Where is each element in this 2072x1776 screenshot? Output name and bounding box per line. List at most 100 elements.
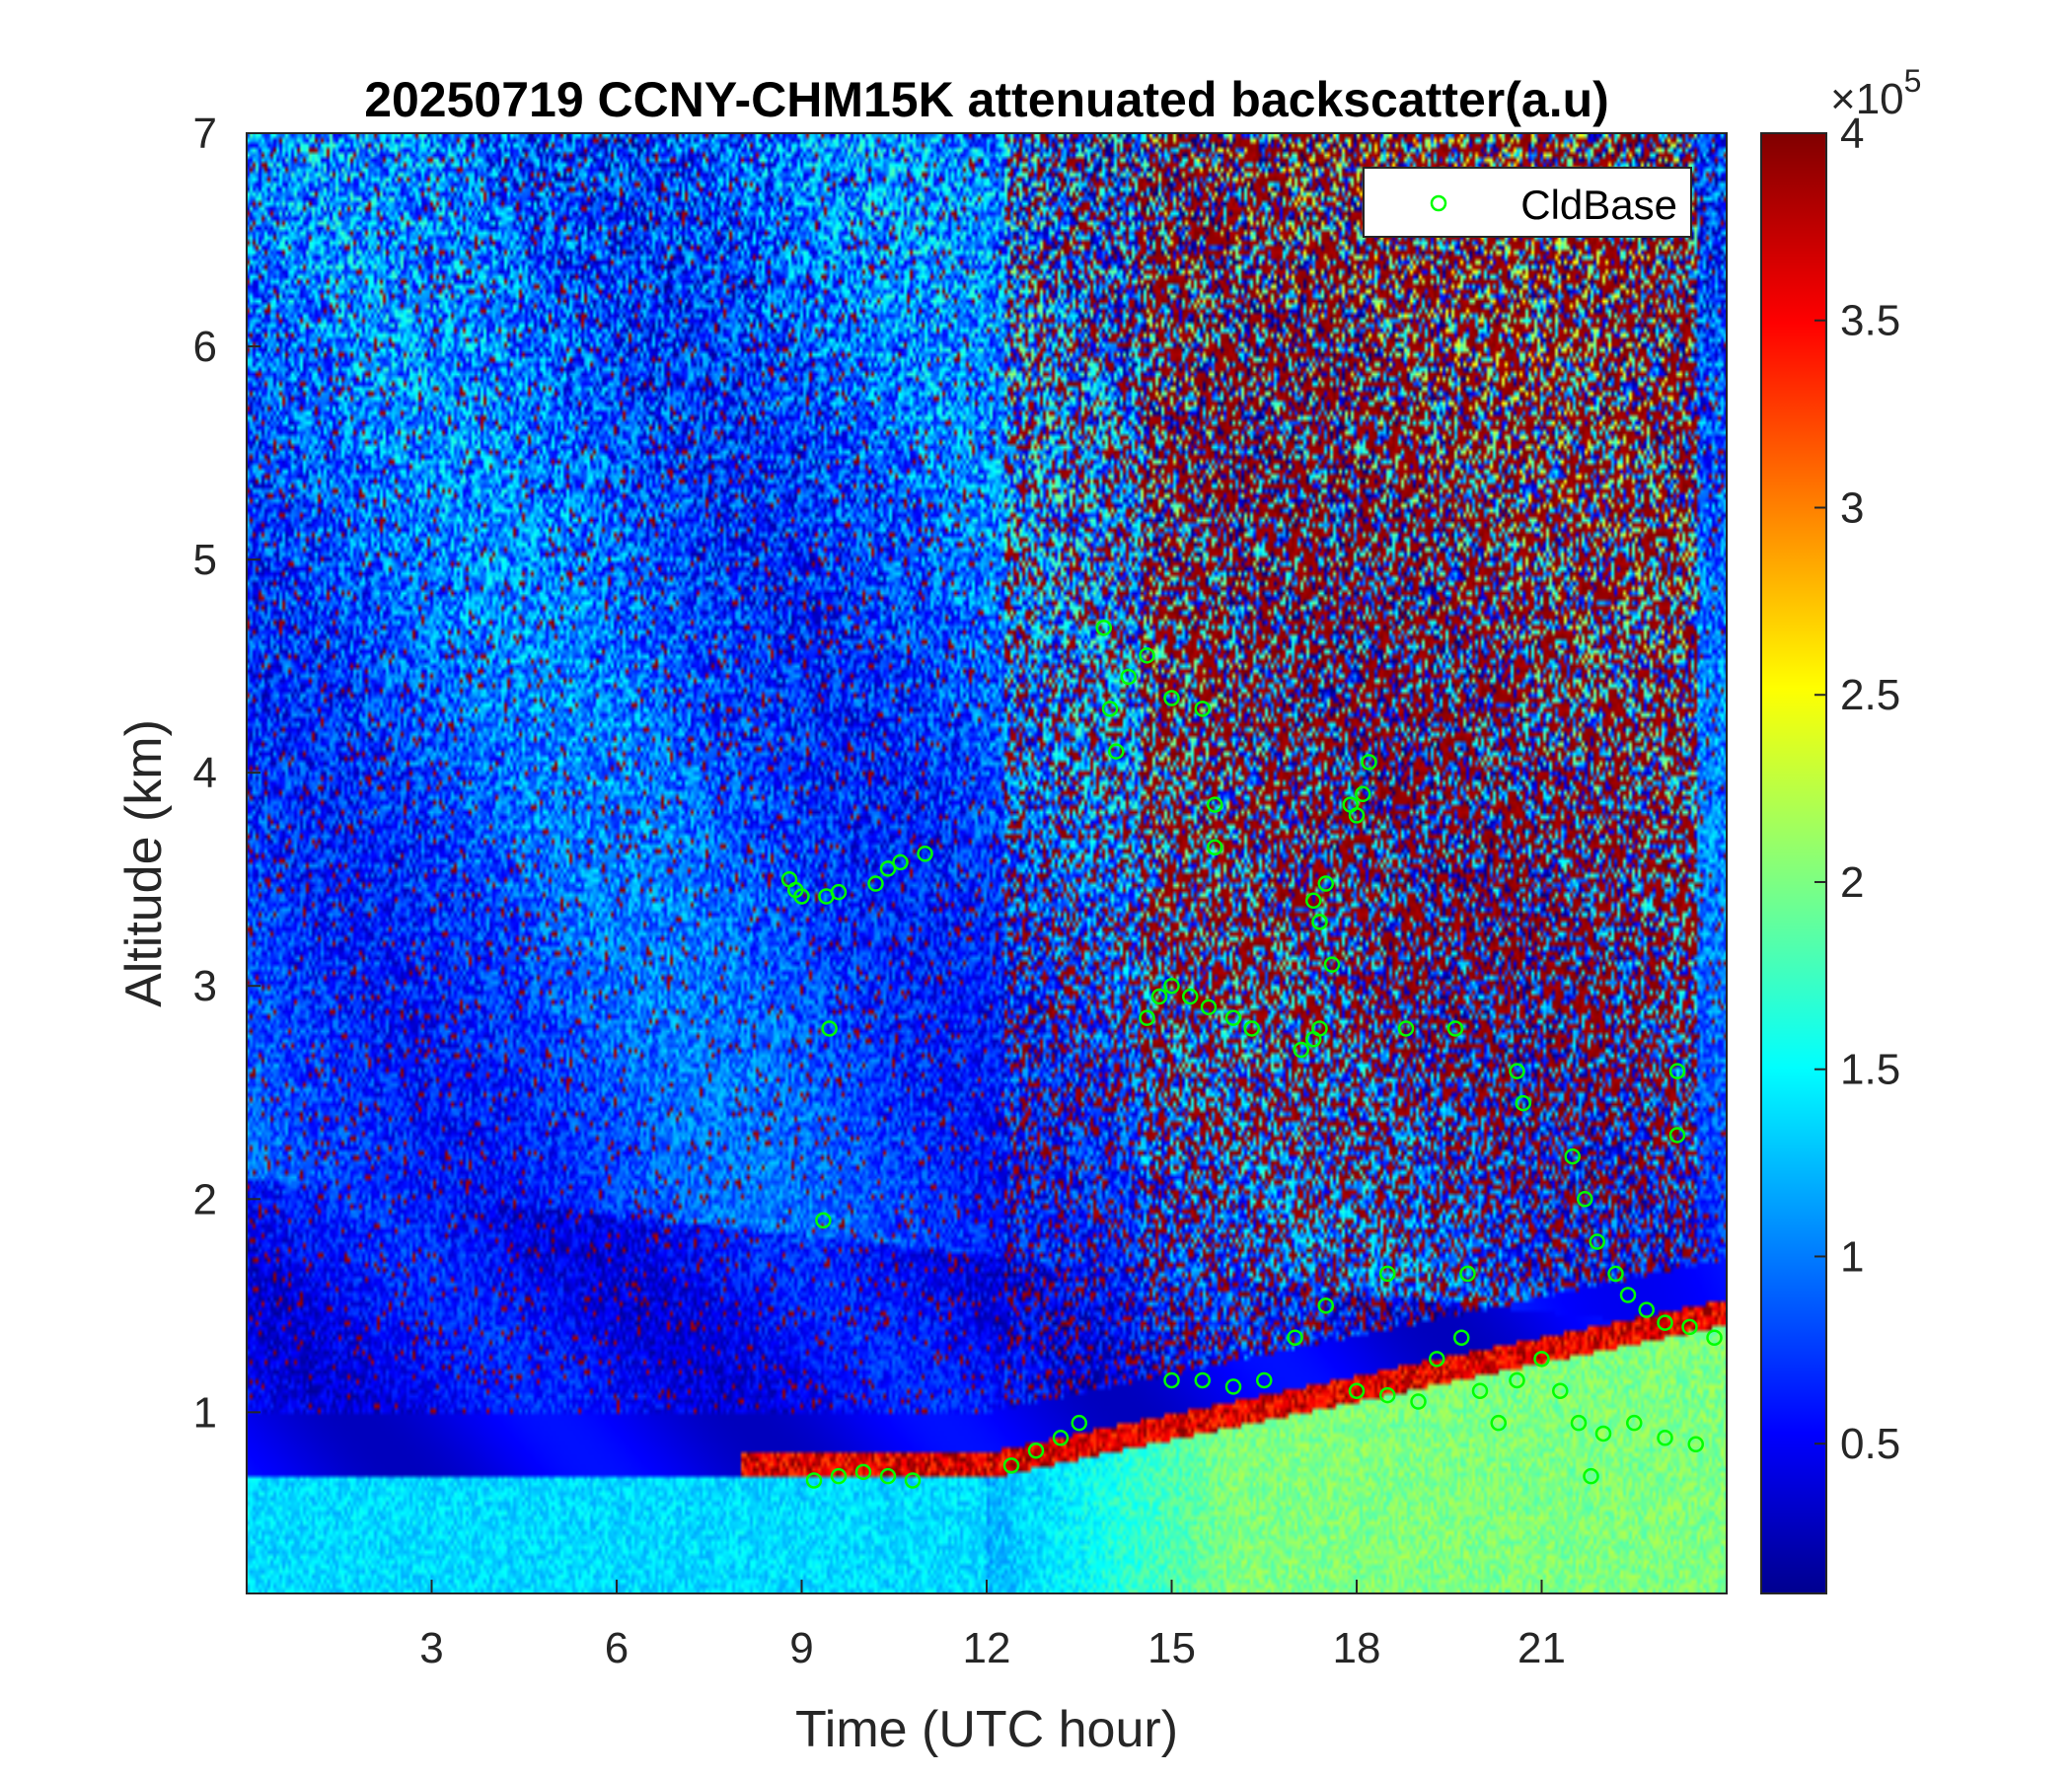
cloud-base-point bbox=[793, 888, 810, 905]
cloud-base-point bbox=[1490, 1414, 1507, 1432]
cloud-base-point bbox=[1305, 892, 1322, 910]
cloud-base-point bbox=[1317, 875, 1334, 892]
cloud-base-point bbox=[1002, 1457, 1020, 1474]
cloud-base-point bbox=[830, 1467, 848, 1485]
colorbar-tick-label: 1 bbox=[1840, 1232, 1864, 1281]
cloud-base-point bbox=[1108, 743, 1125, 760]
cloud-base-point bbox=[1515, 1094, 1531, 1112]
colorbar: 0.5 1 1.5 2 2.5 3 3.5 4 ×105 bbox=[1760, 63, 1921, 1594]
cloud-base-point bbox=[1379, 1386, 1396, 1404]
cloud-base-point bbox=[1657, 1314, 1673, 1331]
cloud-base-point bbox=[1071, 1414, 1087, 1432]
cloud-base-point bbox=[1429, 1351, 1445, 1368]
cloud-base-point bbox=[1594, 1425, 1612, 1443]
cloud-base-point bbox=[1311, 1020, 1328, 1037]
x-tick-label: 21 bbox=[1517, 1624, 1566, 1672]
cloud-base-point bbox=[1207, 796, 1223, 813]
cloud-base-point bbox=[1150, 988, 1168, 1005]
cloud-base-point bbox=[1361, 754, 1377, 771]
cloud-base-point bbox=[1101, 701, 1119, 717]
x-tick-label: 6 bbox=[605, 1624, 629, 1672]
y-tick-label: 5 bbox=[193, 536, 217, 584]
colorbar-tick-label: 3.5 bbox=[1840, 297, 1900, 345]
colorbar-tick-label: 2 bbox=[1840, 858, 1864, 907]
cloud-base-point bbox=[1459, 1265, 1476, 1283]
cloud-base-point bbox=[1509, 1371, 1525, 1389]
cloud-base-point bbox=[867, 875, 884, 892]
cloud-base-point bbox=[1355, 785, 1371, 803]
y-tick-label: 7 bbox=[193, 110, 217, 158]
cloud-base-point bbox=[1348, 1382, 1366, 1399]
colorbar-frame bbox=[1760, 132, 1827, 1594]
cloud-base-point bbox=[1657, 1430, 1673, 1446]
x-tick-label: 18 bbox=[1333, 1624, 1381, 1672]
legend-box bbox=[1363, 167, 1692, 238]
x-tick-label: 3 bbox=[419, 1624, 443, 1672]
cloud-base-point bbox=[1243, 1020, 1260, 1037]
x-tick-label: 12 bbox=[963, 1624, 1011, 1672]
cloud-base-point bbox=[1200, 999, 1218, 1016]
cloud-base-point bbox=[1471, 1382, 1489, 1399]
cloud-base-point bbox=[1163, 690, 1180, 706]
cloud-base-point bbox=[1207, 839, 1223, 856]
cloud-base-point bbox=[1317, 1297, 1334, 1314]
cloud-base-point bbox=[1706, 1329, 1723, 1346]
cloud-base-point bbox=[1638, 1301, 1655, 1318]
cloud-base-point bbox=[1583, 1467, 1599, 1485]
cloud-base-point bbox=[1139, 1009, 1155, 1026]
cloud-base-point bbox=[1323, 956, 1341, 973]
cloud-base-point bbox=[1293, 1041, 1309, 1059]
colorbar-tick-label: 2.5 bbox=[1840, 671, 1900, 719]
cloud-base-point bbox=[1577, 1191, 1593, 1208]
colorbar-gradient bbox=[1761, 133, 1826, 1593]
cloud-base-point bbox=[1668, 1127, 1686, 1144]
cloud-base-point bbox=[1095, 620, 1112, 636]
cloud-base-point bbox=[1410, 1393, 1427, 1410]
cloud-base-point bbox=[1379, 1265, 1396, 1283]
heatmap bbox=[247, 133, 1727, 1593]
y-tick-label: 4 bbox=[193, 749, 217, 797]
y-tick-label: 1 bbox=[193, 1388, 217, 1437]
cloud-base-point bbox=[1224, 1378, 1242, 1395]
cloud-base-point bbox=[1552, 1382, 1569, 1399]
y-tick-label: 6 bbox=[193, 323, 217, 371]
y-tick-label: 2 bbox=[193, 1175, 217, 1223]
colorbar-exponent: ×105 bbox=[1830, 63, 1921, 123]
cloud-base-point bbox=[1287, 1329, 1303, 1346]
cloud-base-point bbox=[1533, 1351, 1550, 1368]
cloud-base-point bbox=[1453, 1329, 1470, 1346]
chart-title: 20250719 CCNY-CHM15K attenuated backscat… bbox=[364, 72, 1609, 127]
cloud-base-point bbox=[1687, 1436, 1704, 1453]
cloud-base-point bbox=[1446, 1020, 1464, 1037]
cloud-base-point bbox=[1668, 1063, 1686, 1079]
cloud-base-point bbox=[1348, 807, 1366, 824]
cloud-base-point bbox=[1681, 1318, 1698, 1336]
colorbar-tick-label: 1.5 bbox=[1840, 1046, 1900, 1094]
colorbar-tick-label: 0.5 bbox=[1840, 1420, 1900, 1468]
cloud-base-point bbox=[892, 853, 909, 871]
heatmap-image bbox=[247, 133, 1727, 1593]
y-axis: 1 2 3 4 5 6 7 bbox=[193, 110, 260, 1437]
cloud-base-point bbox=[1163, 977, 1180, 995]
cloud-base-point bbox=[1194, 701, 1211, 717]
cloud-base-point bbox=[879, 860, 897, 877]
cloud-base-point bbox=[1027, 1442, 1045, 1459]
colorbar-exponent-power: 5 bbox=[1904, 63, 1922, 99]
colorbar-tick-label: 3 bbox=[1840, 483, 1864, 532]
legend-marker-icon bbox=[1430, 194, 1447, 212]
cloud-base-point bbox=[1139, 647, 1155, 664]
cloud-base-point bbox=[830, 883, 848, 901]
legend-entry-label: CldBase bbox=[1520, 182, 1677, 228]
cloud-base-point bbox=[1626, 1414, 1643, 1432]
cloud-base-point bbox=[1607, 1265, 1624, 1283]
cloud-base-point bbox=[904, 1472, 922, 1489]
cloud-base-point bbox=[821, 1020, 838, 1037]
x-tick-label: 9 bbox=[789, 1624, 813, 1672]
cloud-base-point bbox=[1120, 668, 1137, 686]
x-axis-label: Time (UTC hour) bbox=[795, 1701, 1178, 1758]
cloud-base-point bbox=[1509, 1063, 1525, 1079]
cloud-base-markers bbox=[780, 620, 1723, 1489]
legend: CldBase bbox=[1363, 167, 1692, 238]
y-tick-label: 3 bbox=[193, 962, 217, 1010]
